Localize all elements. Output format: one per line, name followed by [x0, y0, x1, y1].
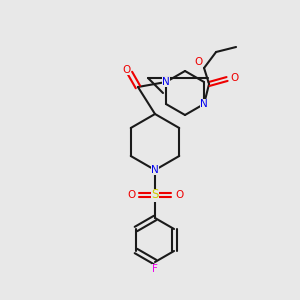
Text: S: S: [151, 188, 159, 202]
Text: N: N: [162, 77, 170, 87]
Text: O: O: [194, 57, 202, 67]
Text: O: O: [230, 73, 238, 83]
Text: N: N: [200, 99, 208, 109]
Text: O: O: [175, 190, 183, 200]
Text: O: O: [127, 190, 135, 200]
Text: F: F: [152, 264, 158, 274]
Text: O: O: [123, 65, 131, 75]
Text: N: N: [151, 165, 159, 175]
